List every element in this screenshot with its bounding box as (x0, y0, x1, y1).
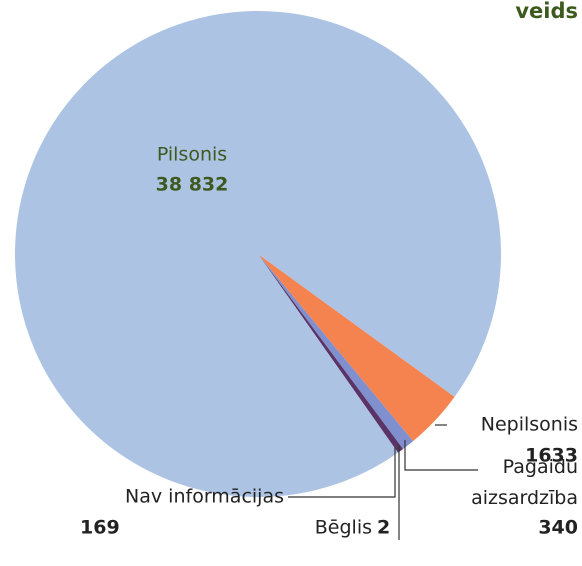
slice-label: Bēglis (315, 517, 372, 539)
pie-slice (14, 11, 501, 497)
value-label: 340 (538, 517, 578, 539)
pie-slice (258, 254, 455, 442)
slice-label: Pilsonis (157, 144, 227, 166)
pie-slice (258, 254, 404, 453)
pie-slice (258, 254, 404, 449)
leader-line (288, 447, 396, 498)
value-label: 169 (80, 517, 120, 539)
pie-slice (258, 254, 414, 449)
slice-label: Nepilsonis (481, 414, 578, 436)
leader-line (404, 440, 478, 471)
value-label: 1633 (525, 445, 578, 467)
chart-title: veids (515, 0, 578, 23)
slice-label: Nav informācijas (125, 486, 284, 508)
slice-label: Pagaidu aizsardzība (471, 456, 578, 509)
value-label: 2 (377, 517, 390, 539)
value-label: 38 832 (156, 174, 229, 196)
